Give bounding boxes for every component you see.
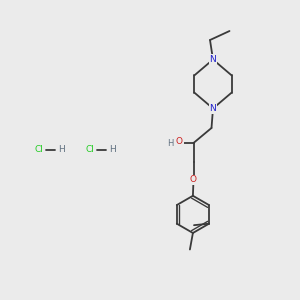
Text: O: O <box>190 176 197 184</box>
Text: H: H <box>167 139 174 148</box>
Text: Cl: Cl <box>34 146 43 154</box>
Text: O: O <box>176 137 183 146</box>
Text: N: N <box>210 104 216 113</box>
Text: N: N <box>210 55 216 64</box>
Text: Cl: Cl <box>85 146 94 154</box>
Text: H: H <box>109 146 116 154</box>
Text: H: H <box>58 146 65 154</box>
